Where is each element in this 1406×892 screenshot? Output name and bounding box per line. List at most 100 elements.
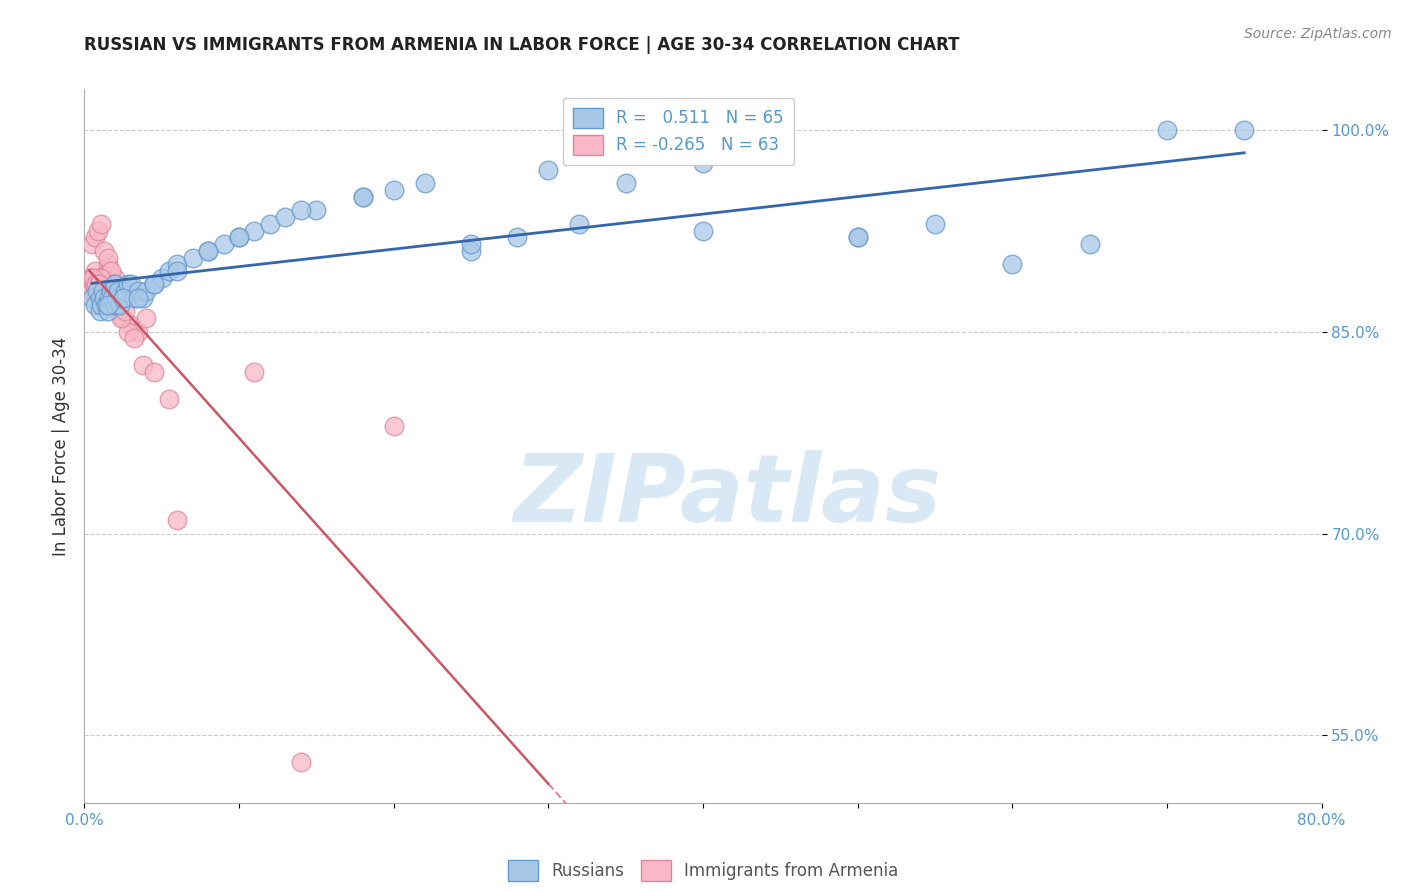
- Point: [82, 270, 104, 285]
- Point: [105, 291, 128, 305]
- Point: [127, 325, 149, 339]
- Text: ZIPatlas: ZIPatlas: [513, 450, 942, 542]
- Point: [96, 257, 118, 271]
- Point: [112, 311, 135, 326]
- Point: [100, 284, 122, 298]
- Point: [122, 291, 145, 305]
- Point: [166, 513, 188, 527]
- Point: [110, 311, 132, 326]
- Point: [1078, 237, 1101, 252]
- Point: [82, 237, 104, 252]
- Point: [120, 277, 142, 292]
- Point: [98, 291, 121, 305]
- Point: [87, 277, 110, 292]
- Point: [382, 418, 405, 433]
- Point: [108, 291, 131, 305]
- Point: [80, 270, 103, 285]
- Point: [112, 291, 135, 305]
- Point: [290, 203, 312, 218]
- Point: [537, 163, 560, 178]
- Point: [86, 284, 108, 298]
- Point: [100, 264, 122, 278]
- Point: [91, 277, 114, 292]
- Point: [112, 284, 135, 298]
- Point: [86, 277, 108, 292]
- Point: [259, 217, 281, 231]
- Point: [212, 237, 235, 252]
- Point: [103, 277, 125, 292]
- Point: [98, 284, 121, 298]
- Point: [143, 277, 166, 292]
- Point: [86, 284, 108, 298]
- Point: [159, 264, 180, 278]
- Point: [692, 223, 714, 237]
- Point: [87, 277, 110, 292]
- Point: [91, 284, 114, 298]
- Point: [89, 270, 111, 285]
- Point: [94, 298, 117, 312]
- Point: [143, 277, 166, 292]
- Point: [90, 298, 112, 312]
- Point: [117, 325, 139, 339]
- Point: [352, 190, 374, 204]
- Point: [84, 298, 107, 312]
- Point: [83, 277, 105, 292]
- Point: [98, 264, 121, 278]
- Y-axis label: In Labor Force | Age 30-34: In Labor Force | Age 30-34: [52, 336, 70, 556]
- Point: [89, 284, 111, 298]
- Point: [100, 298, 122, 312]
- Point: [846, 230, 869, 244]
- Point: [692, 156, 714, 170]
- Point: [197, 244, 219, 258]
- Point: [127, 291, 149, 305]
- Point: [132, 358, 155, 372]
- Point: [1233, 122, 1256, 136]
- Legend: Russians, Immigrants from Armenia: Russians, Immigrants from Armenia: [501, 854, 905, 888]
- Point: [846, 230, 869, 244]
- Point: [82, 291, 104, 305]
- Point: [150, 270, 173, 285]
- Point: [82, 270, 104, 285]
- Point: [90, 270, 112, 285]
- Point: [135, 284, 157, 298]
- Point: [117, 277, 139, 292]
- Point: [96, 284, 118, 298]
- Point: [135, 311, 157, 326]
- Point: [77, 277, 100, 292]
- Point: [460, 237, 482, 252]
- Point: [197, 244, 219, 258]
- Point: [143, 365, 166, 379]
- Point: [90, 277, 112, 292]
- Point: [87, 223, 110, 237]
- Point: [352, 190, 374, 204]
- Point: [132, 291, 155, 305]
- Point: [122, 331, 145, 345]
- Point: [460, 244, 482, 258]
- Point: [79, 284, 101, 298]
- Point: [100, 284, 122, 298]
- Point: [96, 298, 118, 312]
- Point: [86, 270, 108, 285]
- Point: [89, 291, 111, 305]
- Point: [93, 291, 115, 305]
- Point: [127, 284, 149, 298]
- Point: [84, 264, 107, 278]
- Point: [83, 277, 105, 292]
- Point: [96, 251, 118, 265]
- Point: [89, 304, 111, 318]
- Point: [382, 183, 405, 197]
- Point: [96, 284, 118, 298]
- Point: [506, 230, 529, 244]
- Point: [104, 270, 127, 285]
- Point: [90, 217, 112, 231]
- Point: [101, 291, 124, 305]
- Point: [104, 277, 127, 292]
- Point: [107, 304, 129, 318]
- Point: [101, 277, 124, 292]
- Point: [93, 277, 115, 292]
- Point: [84, 230, 107, 244]
- Point: [274, 210, 297, 224]
- Point: [96, 304, 118, 318]
- Point: [159, 392, 180, 406]
- Text: RUSSIAN VS IMMIGRANTS FROM ARMENIA IN LABOR FORCE | AGE 30-34 CORRELATION CHART: RUSSIAN VS IMMIGRANTS FROM ARMENIA IN LA…: [84, 36, 960, 54]
